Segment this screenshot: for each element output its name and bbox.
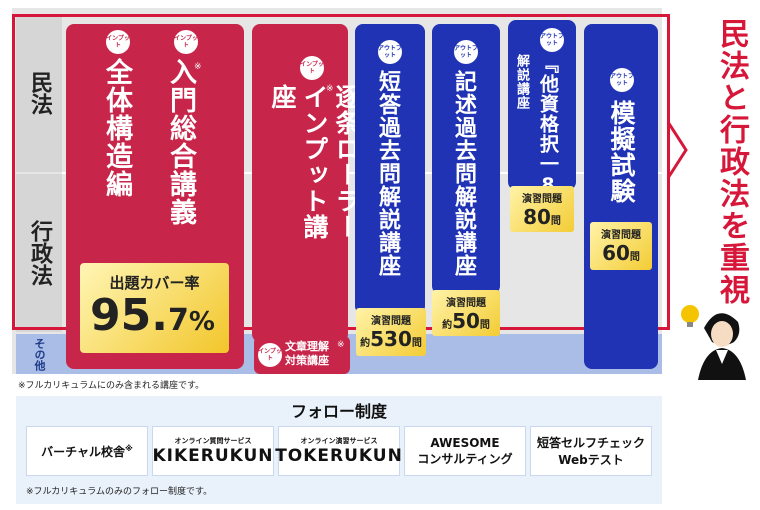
asterisk-mark: ※ xyxy=(326,84,334,94)
exercise-badge-other-license: 演習問題 80問 xyxy=(510,186,574,232)
exercise-badge-kijutsu: 演習問題 約50問 xyxy=(432,290,500,336)
row-label-gyoseiho: 行政法 xyxy=(16,174,62,332)
follow-note: ※フルカリキュラムのみのフォロー制度です。 xyxy=(26,487,213,497)
coverage-badge xyxy=(80,263,229,353)
output-tag-5: アウトプット xyxy=(454,40,478,64)
input-tag-2: インプット xyxy=(106,30,130,54)
asterisk-mark: ※ xyxy=(337,340,345,350)
row-label-minpo: 民法 xyxy=(16,14,62,172)
coverage-label: 出題カバー率 xyxy=(109,274,200,292)
course-title-kijutsu: 記述過去問解説講座 xyxy=(451,70,476,277)
chevron-right-icon xyxy=(666,121,688,179)
input-tag-small: インプット xyxy=(258,343,282,367)
course-title-roller: 逐条ローラーインプット講座 xyxy=(268,84,361,240)
course-title-reading: 文章理解 対策講座 xyxy=(285,340,329,367)
follow-card-awesome[interactable]: AWESOME コンサルティング xyxy=(404,426,526,476)
input-tag-1: インプット xyxy=(174,30,198,54)
person-illustration xyxy=(681,305,746,380)
follow-card-virtual-school[interactable]: バーチャル校舎※ xyxy=(26,426,148,476)
follow-title: フォロー制度 xyxy=(290,402,387,421)
follow-card-tokerukun[interactable]: オンライン演習サービス TOKERUKUN xyxy=(275,426,402,476)
coverage-value: 95.7% xyxy=(90,290,215,341)
course-title-tanto: 短答過去問解説講座 xyxy=(375,70,400,277)
row-label-sonota: その他 xyxy=(33,337,46,371)
output-tag-4: アウトプット xyxy=(378,40,402,64)
course-subtitle-other-license: 解説講座 xyxy=(514,54,529,110)
course-title-mock: 模擬試験 xyxy=(607,100,636,204)
course-card-tanto-past[interactable] xyxy=(355,24,425,314)
course-card-other-license[interactable] xyxy=(508,20,576,190)
course-title-structure: 全体構造編 xyxy=(101,58,132,198)
output-tag-6: アウトプット xyxy=(540,28,564,52)
course-title-intro: 入門総合講義 xyxy=(165,58,196,226)
curriculum-note: ※フルカリキュラムにのみ含まれる講座です。 xyxy=(18,381,205,391)
exercise-badge-mock: 演習問題 60問 xyxy=(590,222,652,270)
follow-card-selfcheck[interactable]: 短答セルフチェック Webテスト xyxy=(530,426,652,476)
course-card-kijutsu-past[interactable] xyxy=(432,24,500,294)
exercise-badge-tanto: 演習問題 約530問 xyxy=(356,308,426,356)
input-tag-3: インプット xyxy=(300,56,324,80)
output-tag-7: アウトプット xyxy=(610,68,634,92)
course-card-roller-input[interactable] xyxy=(252,24,348,342)
follow-card-kikerukun[interactable]: オンライン質問サービス KIKERUKUN xyxy=(152,426,274,476)
side-title: 民法と行政法を重視 xyxy=(714,18,749,306)
asterisk-mark: ※ xyxy=(194,62,202,72)
